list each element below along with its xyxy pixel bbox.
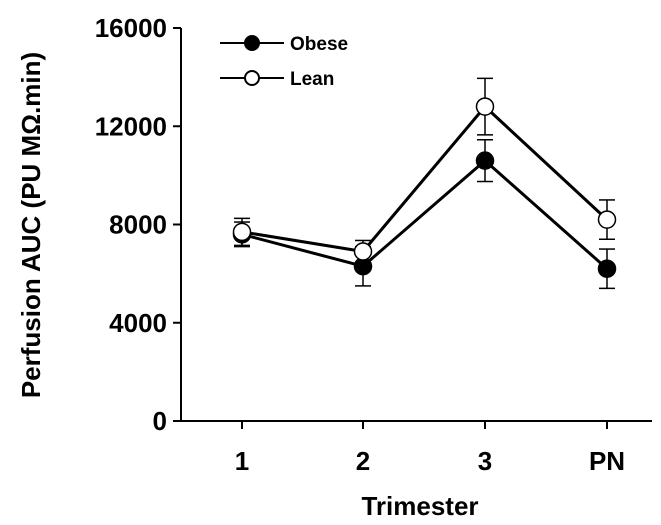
series-layer xyxy=(232,77,617,290)
y-tick-label: 16000 xyxy=(95,13,167,43)
legend-obese-marker xyxy=(244,35,260,51)
y-axis-ticks: 0 4000 8000 12000 16000 xyxy=(95,13,181,436)
data-point-lean xyxy=(597,210,617,229)
series-line-obese xyxy=(241,158,608,270)
data-point-lean xyxy=(232,222,252,242)
y-tick-label: 4000 xyxy=(109,308,167,338)
data-point-obese xyxy=(475,151,495,170)
x-tick-label: 1 xyxy=(235,446,249,476)
y-tick-label: 0 xyxy=(153,406,167,436)
x-tick-label: 3 xyxy=(478,446,492,476)
data-point-lean xyxy=(475,97,495,116)
x-tick-label: PN xyxy=(589,446,625,476)
x-axis-ticks: 1 2 3 PN xyxy=(235,421,625,476)
y-axis-title: Perfusion AUC (PU MΩ.min) xyxy=(16,52,46,398)
legend-lean-marker xyxy=(244,70,260,86)
data-point-obese xyxy=(597,259,617,278)
y-tick-label: 8000 xyxy=(109,210,167,240)
data-point-lean xyxy=(353,242,373,261)
legend-lean-label: Lean xyxy=(290,69,334,90)
legend-obese-label: Obese xyxy=(290,34,348,55)
series-line-lean xyxy=(241,104,609,254)
legend: Obese Lean xyxy=(220,34,348,90)
y-tick-label: 12000 xyxy=(95,111,167,141)
x-tick-label: 2 xyxy=(356,446,370,476)
x-axis-title: Trimester xyxy=(361,491,478,521)
